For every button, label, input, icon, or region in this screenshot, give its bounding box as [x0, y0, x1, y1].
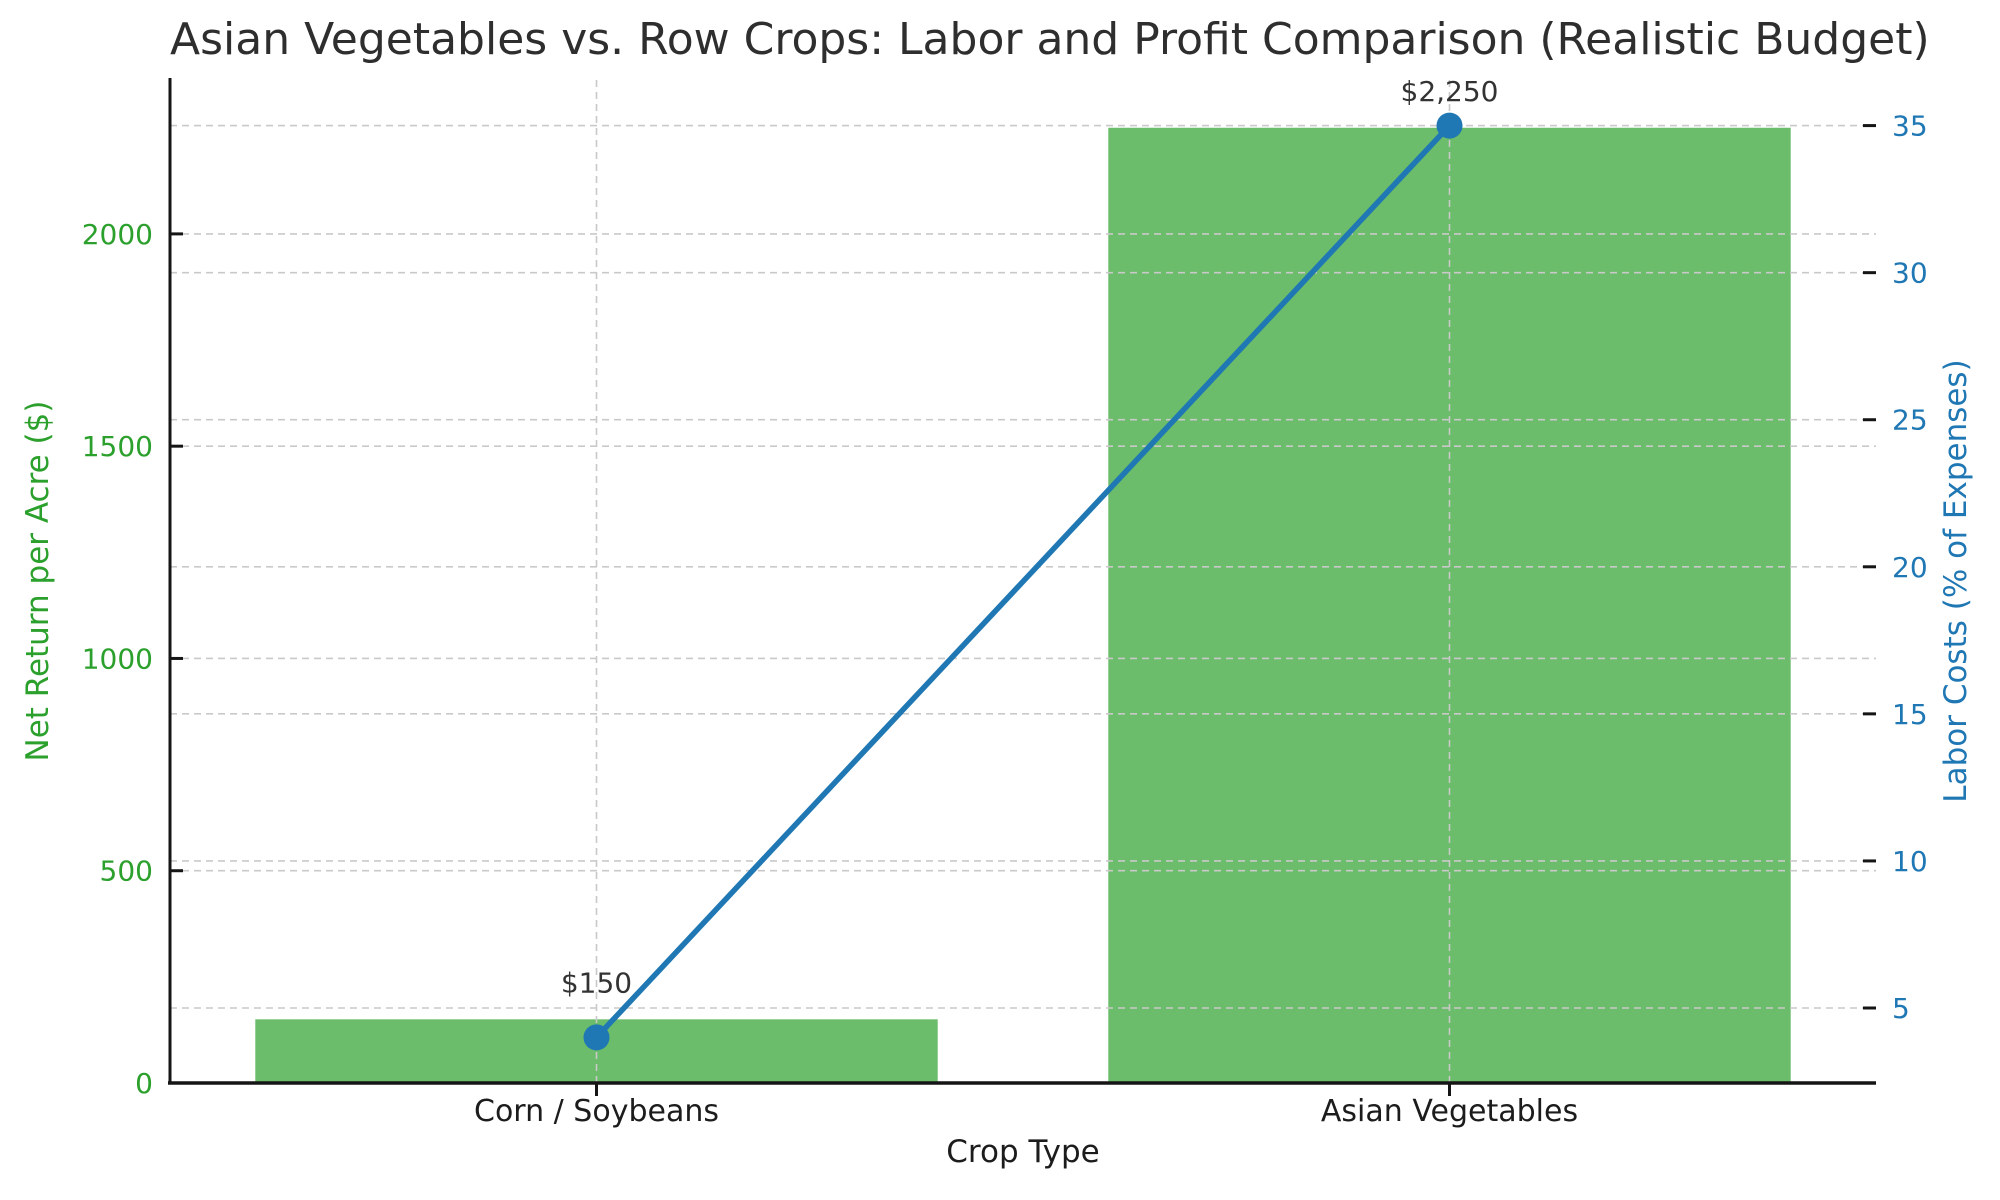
- right-tick-label: 30: [1892, 257, 1928, 290]
- left-tick-label: 0: [135, 1067, 153, 1100]
- right-tick-label: 10: [1892, 845, 1928, 878]
- bar-asian-vegetables: [1108, 127, 1791, 1083]
- labor-line-marker: [583, 1024, 610, 1051]
- bar-value-annotation: $150: [561, 966, 632, 999]
- x-tick-label: Corn / Soybeans: [474, 1094, 719, 1129]
- labor-line-marker: [1436, 112, 1463, 139]
- right-tick-label: 25: [1892, 404, 1928, 437]
- right-tick-label: 20: [1892, 551, 1928, 584]
- chart-title: Asian Vegetables vs. Row Crops: Labor an…: [170, 14, 1930, 65]
- x-tick-label: Asian Vegetables: [1321, 1094, 1578, 1129]
- bar-value-annotation: $2,250: [1401, 75, 1499, 108]
- right-tick-label: 15: [1892, 698, 1928, 731]
- x-axis-label: Crop Type: [946, 1134, 1100, 1170]
- labor-line: [594, 123, 1452, 1040]
- left-tick-label: 1500: [82, 430, 153, 463]
- right-tick-label: 5: [1892, 992, 1910, 1025]
- left-tick-label: 500: [100, 855, 153, 888]
- left-tick-label: 2000: [82, 218, 153, 251]
- right-axis-label: Labor Costs (% of Expenses): [1938, 359, 1974, 803]
- left-axis-label: Net Return per Acre ($): [20, 400, 56, 762]
- left-tick-label: 1000: [82, 642, 153, 675]
- right-tick-label: 35: [1892, 110, 1928, 143]
